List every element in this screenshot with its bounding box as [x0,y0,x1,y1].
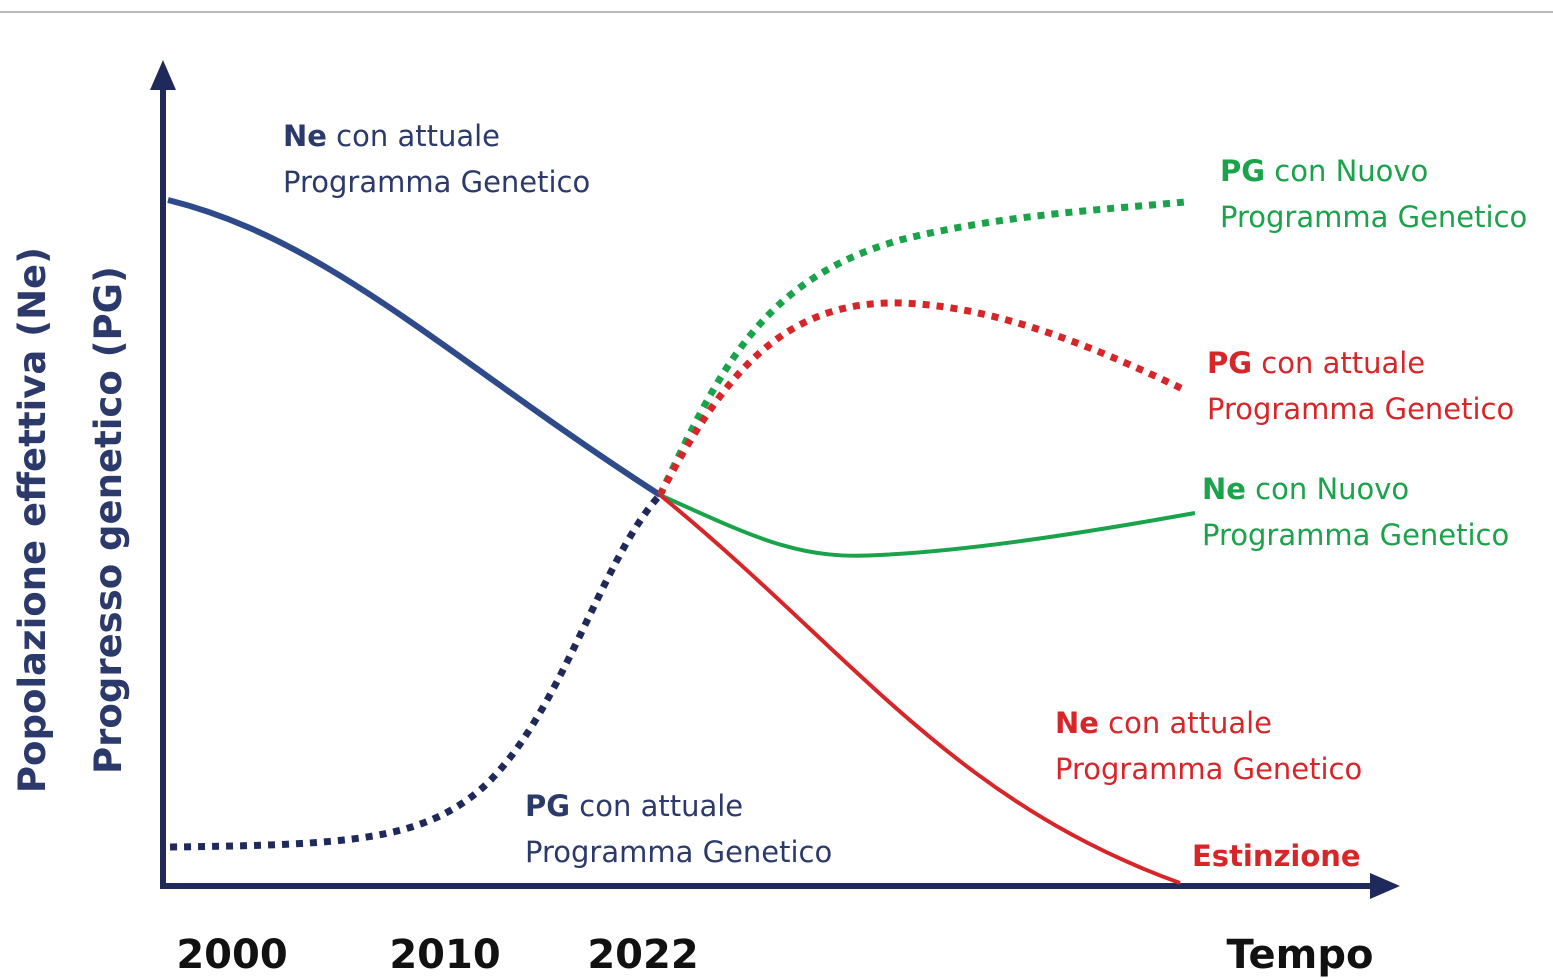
annotation-line: Programma Genetico [283,165,590,199]
annotation-text: con attuale [1099,706,1272,740]
annotation-text: con Nuovo [1265,154,1428,188]
annotation-line: Programma Genetico [1055,752,1362,786]
annotation-line: Ne con attuale [283,119,500,153]
y-axis-arrow [150,60,176,90]
annotation-line: Programma Genetico [1207,392,1514,426]
annotation-text: con Nuovo [1246,472,1409,506]
ne-new [659,493,1196,558]
annotation-line: Programma Genetico [525,835,832,869]
annotation-line: Programma Genetico [1220,200,1527,234]
y-axis-label: Popolazione effettiva (Ne) [11,247,54,793]
pg-new [656,198,1186,497]
annotation-line: PG con attuale [525,789,743,823]
annotation-line: Ne con Nuovo [1202,472,1409,506]
extinction-label: Estinzione [1192,839,1361,873]
x-end-label: Tempo [1227,932,1374,978]
ne-current-future [658,493,1181,885]
pg-current-future [656,299,1187,497]
annotation-text: con attuale [327,119,500,153]
annotation-bold: PG [1207,346,1252,380]
annotation-bold: Ne [1202,472,1246,506]
annotation-line: PG con Nuovo [1220,154,1428,188]
x-label: 2022 [587,932,698,978]
annotation-line: Programma Genetico [1202,518,1509,552]
x-label: 2010 [389,932,500,978]
x-axis-arrow [1370,873,1400,899]
annotation-bold: Ne [283,119,327,153]
annotation-line: PG con attuale [1207,346,1425,380]
annotation-bold: PG [1220,154,1265,188]
x-label: 2000 [176,932,287,978]
annotation-bold: PG [525,789,570,823]
y-axis-label: Progresso genetico (PG) [87,266,130,774]
pg-current-past [169,492,663,851]
annotation-bold: Ne [1055,706,1099,740]
annotation-text: con attuale [1252,346,1425,380]
annotation-line: Ne con attuale [1055,706,1272,740]
ne-current-past [167,197,662,498]
annotation-text: con attuale [570,789,743,823]
